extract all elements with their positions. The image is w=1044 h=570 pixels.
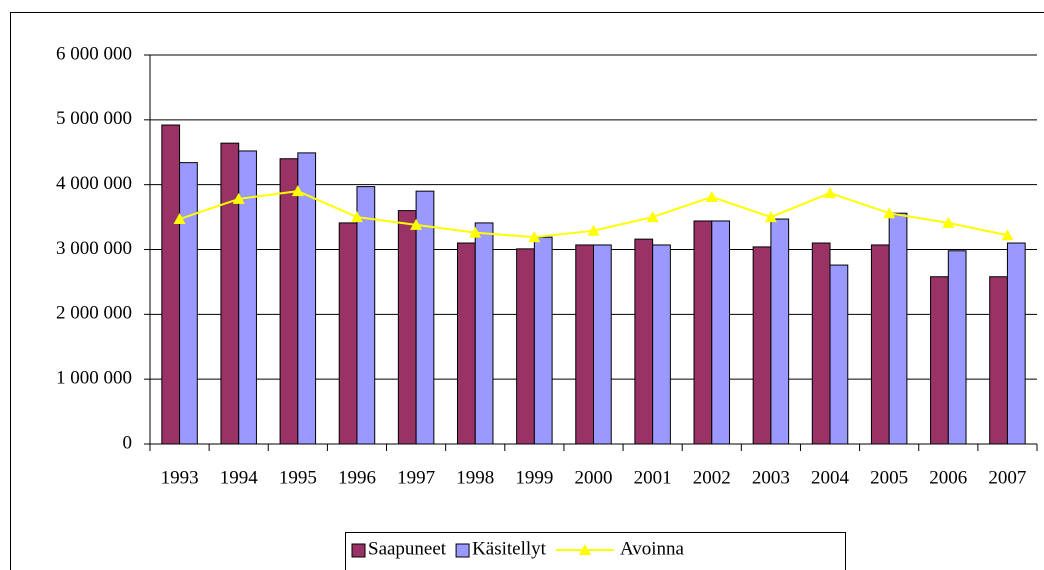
y-tick-label: 4 000 000	[56, 173, 132, 194]
bar	[947, 250, 967, 445]
marker	[232, 192, 245, 204]
bar	[711, 220, 731, 445]
x-tick-label: 2006	[929, 467, 967, 488]
y-tick-label: 2 000 000	[56, 303, 132, 324]
bar	[811, 242, 831, 445]
legend-label: Käsitellyt	[472, 538, 547, 559]
bar	[930, 276, 949, 445]
marker	[350, 211, 363, 223]
marker	[883, 207, 896, 219]
bar	[220, 142, 240, 445]
bar	[356, 186, 376, 445]
bar	[888, 212, 908, 445]
bar	[870, 244, 890, 445]
bar	[516, 248, 535, 445]
bar	[770, 218, 790, 445]
marker	[173, 213, 186, 225]
marker	[1001, 229, 1014, 241]
marker	[587, 224, 600, 236]
x-tick-label: 1993	[161, 467, 199, 488]
marker	[528, 231, 541, 243]
y-tick-label: 1 000 000	[56, 368, 132, 389]
x-tick-label: 2004	[811, 467, 850, 488]
x-tick-label: 2002	[693, 467, 731, 488]
bar	[474, 222, 494, 445]
y-tick-label: 0	[123, 432, 133, 453]
marker	[469, 226, 482, 238]
legend-marker	[578, 544, 591, 555]
x-tick-label: 1994	[220, 467, 259, 488]
bar	[693, 220, 713, 445]
x-tick-label: 2000	[575, 467, 613, 488]
bar	[593, 244, 612, 445]
bar	[456, 242, 476, 445]
bar	[752, 246, 772, 445]
bar	[533, 236, 553, 445]
x-tick-label: 1996	[338, 467, 376, 488]
legend-label: Saapuneet	[368, 538, 447, 559]
bar	[338, 222, 358, 445]
x-tick-label: 1997	[397, 467, 435, 488]
bar	[297, 152, 317, 445]
marker	[705, 190, 718, 202]
bar	[415, 190, 435, 445]
marker	[942, 216, 955, 228]
marker	[824, 187, 837, 199]
x-tick-label: 1999	[515, 467, 553, 488]
marker	[410, 218, 423, 230]
x-tick-label: 2005	[870, 467, 908, 488]
legend-swatch	[351, 543, 366, 558]
bar	[989, 276, 1008, 445]
legend-box	[345, 532, 846, 570]
bar	[279, 158, 299, 445]
marker	[646, 211, 659, 223]
y-tick-label: 5 000 000	[56, 108, 132, 129]
y-tick-label: 6 000 000	[56, 43, 132, 64]
x-tick-label: 2003	[752, 467, 790, 488]
bar	[1006, 242, 1026, 445]
bar	[161, 124, 181, 445]
bar	[652, 244, 671, 445]
marker	[291, 185, 304, 197]
bar	[634, 238, 654, 445]
y-tick-label: 3 000 000	[56, 238, 132, 259]
bar	[238, 150, 257, 445]
x-tick-label: 2001	[634, 467, 672, 488]
x-tick-label: 1998	[456, 467, 494, 488]
x-tick-label: 1995	[279, 467, 317, 488]
bar	[397, 210, 417, 445]
marker	[764, 211, 777, 223]
bar	[179, 162, 198, 445]
x-tick-label: 2007	[988, 467, 1026, 488]
legend-swatch	[455, 543, 470, 558]
legend-label: Avoinna	[620, 538, 685, 559]
bar	[575, 244, 595, 445]
bar	[829, 264, 849, 445]
